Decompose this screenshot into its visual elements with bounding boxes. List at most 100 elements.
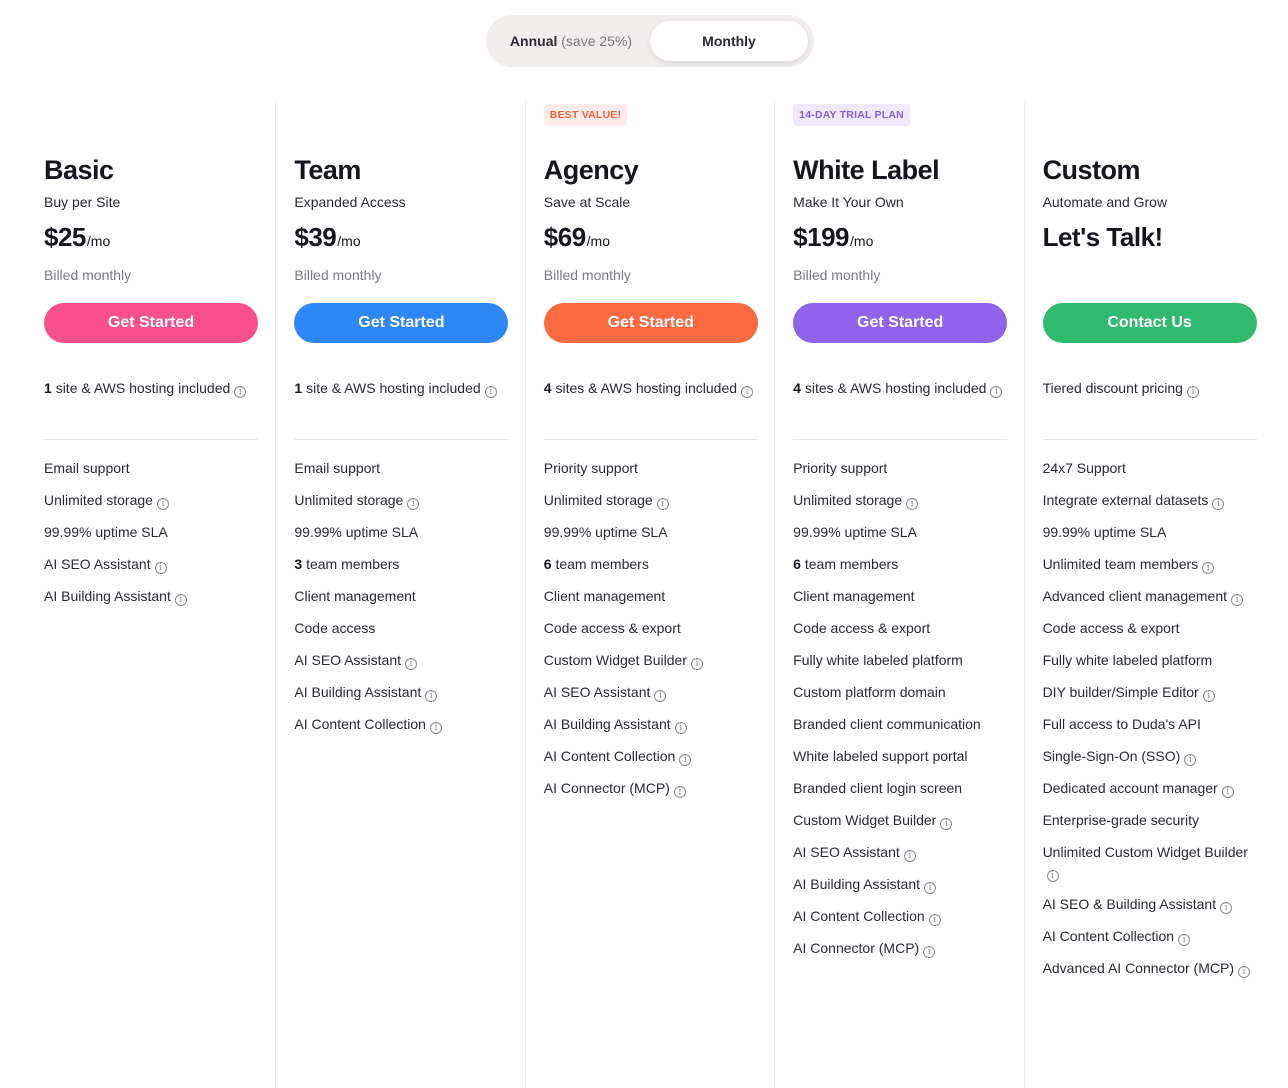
feature-item: AI Building Assistant i [544, 714, 758, 734]
hosting-text: sites & AWS hosting included [804, 380, 987, 396]
feature-item: AI Building Assistant i [44, 586, 258, 606]
feature-item: Branded client communication [793, 714, 1007, 734]
feature-item: Code access & export [793, 618, 1007, 638]
plan-price-unit: /mo [850, 233, 874, 249]
plan-hosting: 1 site & AWS hosting included i [44, 378, 258, 398]
info-icon[interactable]: i [990, 386, 1003, 398]
info-icon[interactable]: i [407, 498, 420, 510]
annual-save-note: (save 25%) [561, 33, 633, 49]
plan-divider [1042, 439, 1257, 440]
feature-item: AI Building Assistant i [294, 682, 508, 702]
feature-text: Unlimited storage [44, 492, 153, 508]
info-icon[interactable]: i [1202, 562, 1215, 574]
feature-item: Full access to Duda's API [1043, 714, 1257, 734]
info-icon[interactable]: i [234, 386, 247, 398]
custom-cta-button[interactable]: Contact Us [1042, 303, 1257, 343]
feature-text: White labeled support portal [793, 748, 968, 764]
feature-item: 99.99% uptime SLA [294, 522, 508, 542]
feature-item: AI SEO Assistant i [544, 682, 758, 702]
plan-billing-note: Billed monthly [294, 267, 382, 283]
feature-text: team members [306, 556, 400, 572]
agency-cta-button[interactable]: Get Started [543, 303, 758, 343]
feature-text: 99.99% uptime SLA [543, 524, 668, 540]
info-icon[interactable]: i [484, 386, 497, 398]
info-icon[interactable]: i [673, 786, 686, 798]
feature-item: Email support [294, 458, 508, 478]
hosting-count: 4 [543, 380, 552, 396]
feature-item: Unlimited storage i [294, 490, 508, 510]
info-icon[interactable]: i [654, 690, 667, 702]
billing-toggle: Annual (save 25%) Monthly [486, 15, 814, 67]
billing-toggle-monthly[interactable]: Monthly [650, 21, 808, 61]
feature-text: Fully white labeled platform [793, 652, 963, 668]
info-icon[interactable]: i [1202, 690, 1215, 702]
feature-text: Advanced client management [1042, 588, 1228, 604]
feature-count: 6 [793, 556, 801, 572]
info-icon[interactable]: i [928, 914, 941, 926]
info-icon[interactable]: i [405, 658, 417, 670]
team-cta-button[interactable]: Get Started [294, 303, 509, 343]
feature-item: 3 team members [294, 554, 508, 574]
info-icon[interactable]: i [1237, 966, 1250, 978]
plan-divider [294, 439, 509, 440]
info-icon[interactable]: i [940, 818, 953, 830]
plan-price: $69/mo [544, 222, 610, 253]
feature-text: Code access [294, 620, 376, 636]
info-icon[interactable]: i [741, 386, 754, 398]
basic-cta-button[interactable]: Get Started [44, 303, 258, 343]
info-icon[interactable]: i [1186, 386, 1199, 398]
feature-item: 6 team members [544, 554, 758, 574]
info-icon[interactable]: i [679, 754, 692, 766]
info-icon[interactable]: i [156, 498, 169, 510]
info-icon[interactable]: i [174, 594, 187, 606]
info-icon[interactable]: i [923, 946, 936, 958]
hosting-text: Tiered discount pricing [1042, 380, 1183, 396]
feature-item: AI Content Collection i [294, 714, 508, 734]
plan-name: Basic [44, 155, 114, 185]
plan-tagline: Expanded Access [294, 194, 406, 210]
feature-text: Unlimited storage [294, 492, 404, 508]
plan-feature-list: Email support Unlimited storage i 99.99% up… [44, 458, 258, 618]
info-icon[interactable]: i [1220, 902, 1233, 914]
info-icon[interactable]: i [425, 690, 438, 702]
info-icon[interactable]: i [906, 498, 919, 510]
plan-price-amount: $69 [543, 222, 586, 252]
feature-text: Unlimited storage [543, 492, 653, 508]
hosting-count: 1 [294, 380, 303, 396]
feature-item: Client management [793, 586, 1007, 606]
feature-text: AI Building Assistant [793, 876, 921, 892]
plan-card-basic: Basic Buy per Site $25/mo Billed monthly Get… [26, 100, 275, 1088]
info-icon[interactable]: i [674, 722, 687, 734]
plan-feature-list: Priority support Unlimited storage i 99.99%… [544, 458, 758, 810]
info-icon[interactable]: i [429, 722, 442, 734]
feature-text: Email support [44, 460, 130, 476]
info-icon[interactable]: i [1178, 934, 1191, 946]
feature-text: Custom Widget Builder [793, 812, 937, 828]
plan-price-amount: $39 [294, 222, 337, 252]
info-icon[interactable]: i [1221, 786, 1234, 798]
feature-text: Fully white labeled platform [1042, 652, 1213, 668]
info-icon[interactable]: i [924, 882, 937, 894]
info-icon[interactable]: i [1231, 594, 1244, 606]
feature-count: 3 [294, 556, 303, 572]
plan-feature-list: Priority support Unlimited storage i 99.99%… [793, 458, 1007, 970]
plan-price-amount: $199 [793, 222, 850, 252]
info-icon[interactable]: i [154, 562, 167, 574]
feature-item: AI Building Assistant i [793, 874, 1007, 894]
plans-grid: Basic Buy per Site $25/mo Billed monthly Get… [26, 100, 1282, 1088]
info-icon[interactable]: i [1184, 754, 1197, 766]
white-label-cta-button[interactable]: Get Started [793, 303, 1008, 343]
feature-text: Code access & export [793, 620, 931, 636]
plan-tagline: Buy per Site [44, 194, 121, 210]
info-icon[interactable]: i [1212, 498, 1225, 510]
plan-price-unit: /mo [586, 233, 611, 249]
info-icon[interactable]: i [903, 850, 916, 862]
info-icon[interactable]: i [690, 658, 703, 670]
feature-text: Unlimited Custom Widget Builder [1042, 844, 1248, 860]
plan-price: $39/mo [294, 222, 360, 253]
feature-text: AI Content Collection [543, 748, 676, 764]
feature-text: Dedicated account manager [1042, 780, 1218, 796]
info-icon[interactable]: i [656, 498, 669, 510]
billing-toggle-annual[interactable]: Annual (save 25%) [492, 21, 650, 61]
info-icon[interactable]: i [1046, 870, 1059, 882]
